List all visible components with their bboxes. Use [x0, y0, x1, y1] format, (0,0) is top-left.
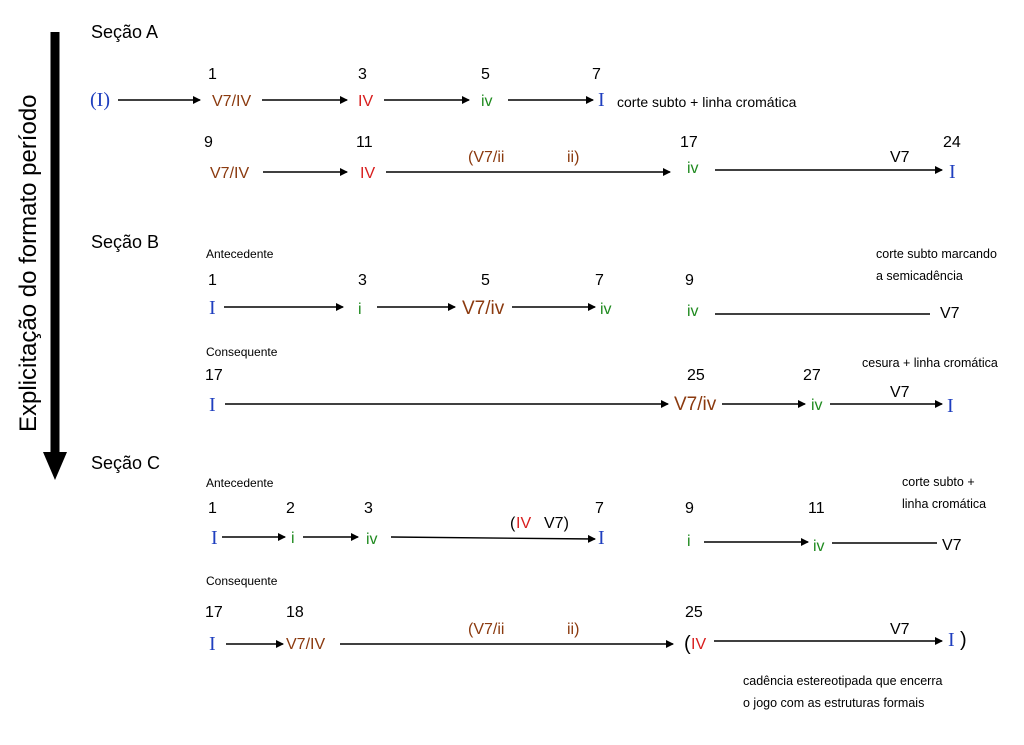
chord-a1-c7: I — [598, 89, 605, 111]
chord-c1-v7: V7) — [544, 515, 569, 532]
measure-number-b2-m17: 17 — [205, 367, 223, 384]
chord-a1-c5: iv — [481, 93, 493, 110]
section-a-title: Seção A — [91, 22, 158, 42]
measure-number-c2-m18: 18 — [286, 604, 304, 621]
measure-number-b1-m7: 7 — [595, 272, 604, 289]
chord-b2-end: I — [947, 395, 954, 417]
chord-b1-c9: iv — [687, 303, 699, 320]
chord-b2-v7: V7 — [890, 384, 910, 401]
section-c-consequent: Consequente — [206, 574, 278, 588]
section-c-antecedent: Antecedente — [206, 476, 274, 490]
measure-number-a2-m24: 24 — [943, 134, 961, 151]
side-label: Explicitação do formato período — [15, 94, 42, 432]
section-b-consequent: Consequente — [206, 345, 278, 359]
measure-number-b2-m25: 25 — [687, 367, 705, 384]
chord-a1-c3: IV — [358, 93, 373, 110]
chord-c2-v7ii: (V7/ii — [468, 621, 504, 638]
measure-number-a2-m9: 9 — [204, 134, 213, 151]
chord-c2-paren: ( — [684, 633, 691, 655]
chord-a2-v7ii: (V7/ii — [468, 149, 504, 166]
chord-a2-c9: V7/IV — [210, 165, 249, 182]
chord-b1-v7: V7 — [940, 305, 960, 322]
annotations: corte subto + linha cromática corte subto… — [617, 94, 998, 710]
chord-c1-endv7: V7 — [942, 537, 962, 554]
chord-b1-c5: V7/iv — [462, 298, 505, 319]
big-down-arrow-head — [43, 452, 67, 480]
chord-c1-c11: iv — [813, 538, 825, 555]
measure-number-b1-m5: 5 — [481, 272, 490, 289]
annotation-b2-note-line-0: cesura + linha cromática — [862, 356, 998, 370]
section-b-title: Seção B — [91, 232, 159, 252]
measure-number-c1-m11: 11 — [808, 500, 825, 517]
progression-arrow-16 — [390, 534, 596, 543]
chord-a1-start: (I) — [90, 89, 110, 111]
measure-numbers: 1 3 5 7 9 11 17 24 1 3 5 7 9 17 25 27 1 2 3 7 9 11 17 18 25 — [204, 66, 961, 621]
measure-number-c1-m3: 3 — [364, 500, 373, 517]
chord-a2-c17: iv — [687, 160, 699, 177]
annotation-b1-note-line-0: corte subto marcando — [876, 247, 997, 261]
chord-c1-paren: ( — [510, 515, 516, 532]
measure-number-a1-m3: 3 — [358, 66, 367, 83]
progression-arrows — [118, 96, 943, 648]
chord-c2-endparen: ) — [960, 629, 967, 651]
measure-number-c1-m2: 2 — [286, 500, 295, 517]
chord-b2-c27: iv — [811, 397, 823, 414]
measure-number-b2-m27: 27 — [803, 367, 821, 384]
chord-a2-ii: ii) — [567, 149, 579, 166]
chord-c1-c2: i — [291, 530, 295, 547]
chord-b2-c25: V7/iv — [674, 394, 717, 415]
chord-c1-c7: I — [598, 527, 605, 549]
measure-number-b1-m3: 3 — [358, 272, 367, 289]
measure-number-a1-m7: 7 — [592, 66, 601, 83]
chord-c2-end: I — [948, 629, 955, 651]
measure-number-a2-m17: 17 — [680, 134, 698, 151]
chord-c2-iv: IV — [691, 636, 706, 653]
measure-number-a1-m1: 1 — [208, 66, 217, 83]
chord-c1-c9: i — [687, 533, 691, 550]
chord-c2-c18: V7/IV — [286, 636, 325, 653]
chord-c1-c1: I — [211, 527, 218, 549]
annotation-b1-note-line-1: a semicadência — [876, 269, 963, 283]
annotation-c2-note-line-1: o jogo com as estruturas formais — [743, 696, 924, 710]
measure-number-c1-m9: 9 — [685, 500, 694, 517]
chord-a1-c1: V7/IV — [212, 93, 251, 110]
chord-c1-c3: iv — [366, 531, 378, 548]
measure-number-b1-m1: 1 — [208, 272, 217, 289]
measure-number-c2-m17: 17 — [205, 604, 223, 621]
annotation-c2-note-line-0: cadência estereotipada que encerra — [743, 674, 942, 688]
measure-number-a1-m5: 5 — [481, 66, 490, 83]
chord-a2-c24: I — [949, 161, 956, 183]
annotation-c1-note-line-0: corte subto + — [902, 475, 975, 489]
chord-b1-c1: I — [209, 297, 216, 319]
chord-c2-c17: I — [209, 633, 216, 655]
chord-c1-iv: IV — [516, 515, 531, 532]
section-b-antecedent: Antecedente — [206, 247, 274, 261]
annotation-c1-note-line-1: linha cromática — [902, 497, 986, 511]
chord-a2-v7: V7 — [890, 149, 910, 166]
chord-a2-c11: IV — [360, 165, 375, 182]
chord-b2-c17: I — [209, 394, 216, 416]
chord-b1-c3: i — [358, 301, 362, 318]
measure-number-b1-m9: 9 — [685, 272, 694, 289]
measure-number-c1-m1: 1 — [208, 500, 217, 517]
chord-c2-ii: ii) — [567, 621, 579, 638]
measure-number-a2-m11: 11 — [356, 134, 373, 151]
section-c-title: Seção C — [91, 453, 160, 473]
measure-number-c1-m7: 7 — [595, 500, 604, 517]
annotation-a-note-line-0: corte subto + linha cromática — [617, 94, 797, 110]
chord-b1-c7: iv — [600, 301, 612, 318]
measure-number-c2-m25: 25 — [685, 604, 703, 621]
chord-c2-v7: V7 — [890, 621, 910, 638]
